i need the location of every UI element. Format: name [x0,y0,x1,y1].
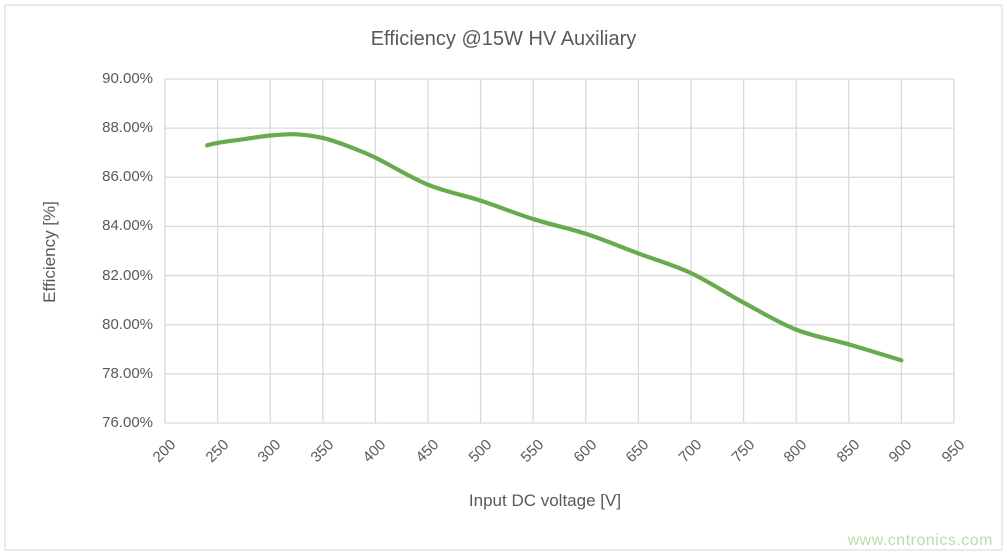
x-tick-label: 850 [833,436,864,467]
y-tick-label: 88.00% [102,119,153,137]
plot-area [164,78,955,424]
chart-title: Efficiency @15W HV Auxiliary [370,28,637,50]
efficiency-line-series [204,132,904,363]
x-tick-label: 300 [254,436,285,467]
x-tick-label: 800 [780,436,811,467]
x-tick-label: 600 [570,436,601,467]
x-tick-label: 450 [412,436,443,467]
x-tick-label: 400 [359,436,390,467]
x-tick-label: 250 [202,436,232,467]
y-tick-label: 76.00% [102,414,153,431]
x-tick-label: 550 [517,436,548,467]
y-tick-label: 84.00% [102,217,153,235]
x-tick-label: 200 [149,436,180,467]
x-tick-label: 650 [622,436,653,467]
x-tick-label: 500 [465,436,495,467]
watermark-text: www.cntronics.com [847,532,993,549]
y-tick-label: 80.00% [102,315,153,333]
y-tick-label: 78.00% [102,364,153,382]
y-axis-title: Efficiency [%] [40,201,59,303]
y-tick-label: 82.00% [102,266,153,284]
x-tick-label: 700 [675,436,706,467]
x-tick-label: 750 [728,436,758,467]
x-tick-label: 350 [307,436,338,467]
x-tick-label: 950 [938,436,969,467]
y-tick-label: 86.00% [102,168,153,186]
x-axis-title: Input DC voltage [V] [468,491,622,510]
y-tick-label: 90.00% [102,70,153,87]
x-tick-label: 900 [885,436,916,467]
